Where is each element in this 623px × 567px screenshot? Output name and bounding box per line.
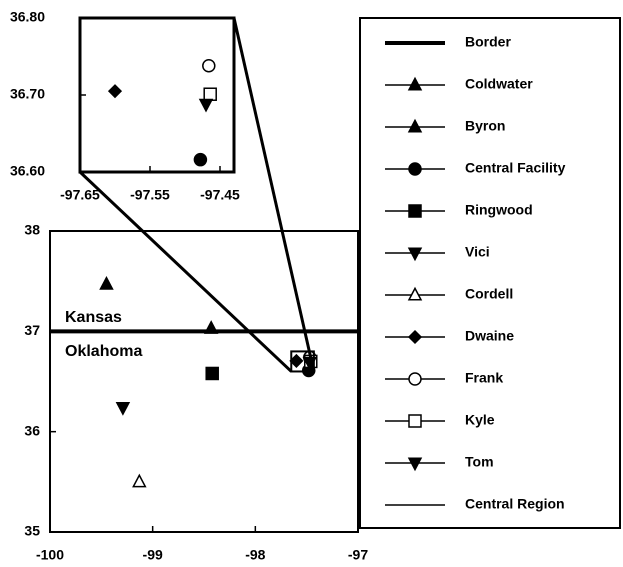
y-tick-label: 38 [24,222,40,238]
marker [205,366,219,381]
marker [193,152,208,167]
marker [132,473,147,488]
marker [407,76,423,91]
y-tick-label: 36.70 [10,86,45,102]
legend-label: Frank [465,370,503,386]
x-tick-label: -97 [348,547,368,563]
marker [407,457,423,472]
legend-label: Coldwater [465,76,533,92]
marker [99,275,114,290]
legend-label: Central Facility [465,160,566,176]
marker [289,353,304,368]
marker [407,286,423,301]
marker [407,118,423,133]
legend-label: Vici [465,244,490,260]
marker [407,329,423,345]
legend-label: Border [465,34,511,50]
y-tick-label: 36.60 [10,163,45,179]
marker [203,320,219,334]
marker [408,414,422,428]
legend-label: Cordell [465,286,513,302]
marker [107,84,123,99]
x-tick-label: -99 [143,547,163,563]
marker [198,98,214,113]
annotation: Oklahoma [65,343,142,360]
x-tick-label: -97.45 [200,187,240,203]
legend-label: Ringwood [465,202,533,218]
legend-label: Dwaine [465,328,514,344]
region-box [290,350,315,373]
x-tick-label: -100 [36,547,64,563]
zoom-connector [78,170,293,373]
marker [408,372,422,386]
x-tick-label: -98 [245,547,265,563]
y-tick-label: 36.80 [10,9,45,25]
legend-label: Kyle [465,412,495,428]
y-tick-label: 35 [24,523,40,539]
x-tick-label: -97.65 [60,187,100,203]
legend-label: Byron [465,118,505,134]
plot-frame [49,230,359,533]
y-tick-label: 37 [24,322,40,338]
marker [202,58,216,73]
marker [203,87,217,101]
y-tick-label: 36 [24,422,40,438]
marker [115,402,131,416]
zoom-connector [232,17,316,372]
legend-label: Tom [465,454,494,470]
annotation: Kansas [65,309,122,326]
legend-box [359,17,621,529]
x-tick-label: -97.55 [130,187,170,203]
marker [407,247,423,262]
marker [408,204,422,218]
legend-label: Central Region [465,496,565,512]
marker [408,162,422,176]
